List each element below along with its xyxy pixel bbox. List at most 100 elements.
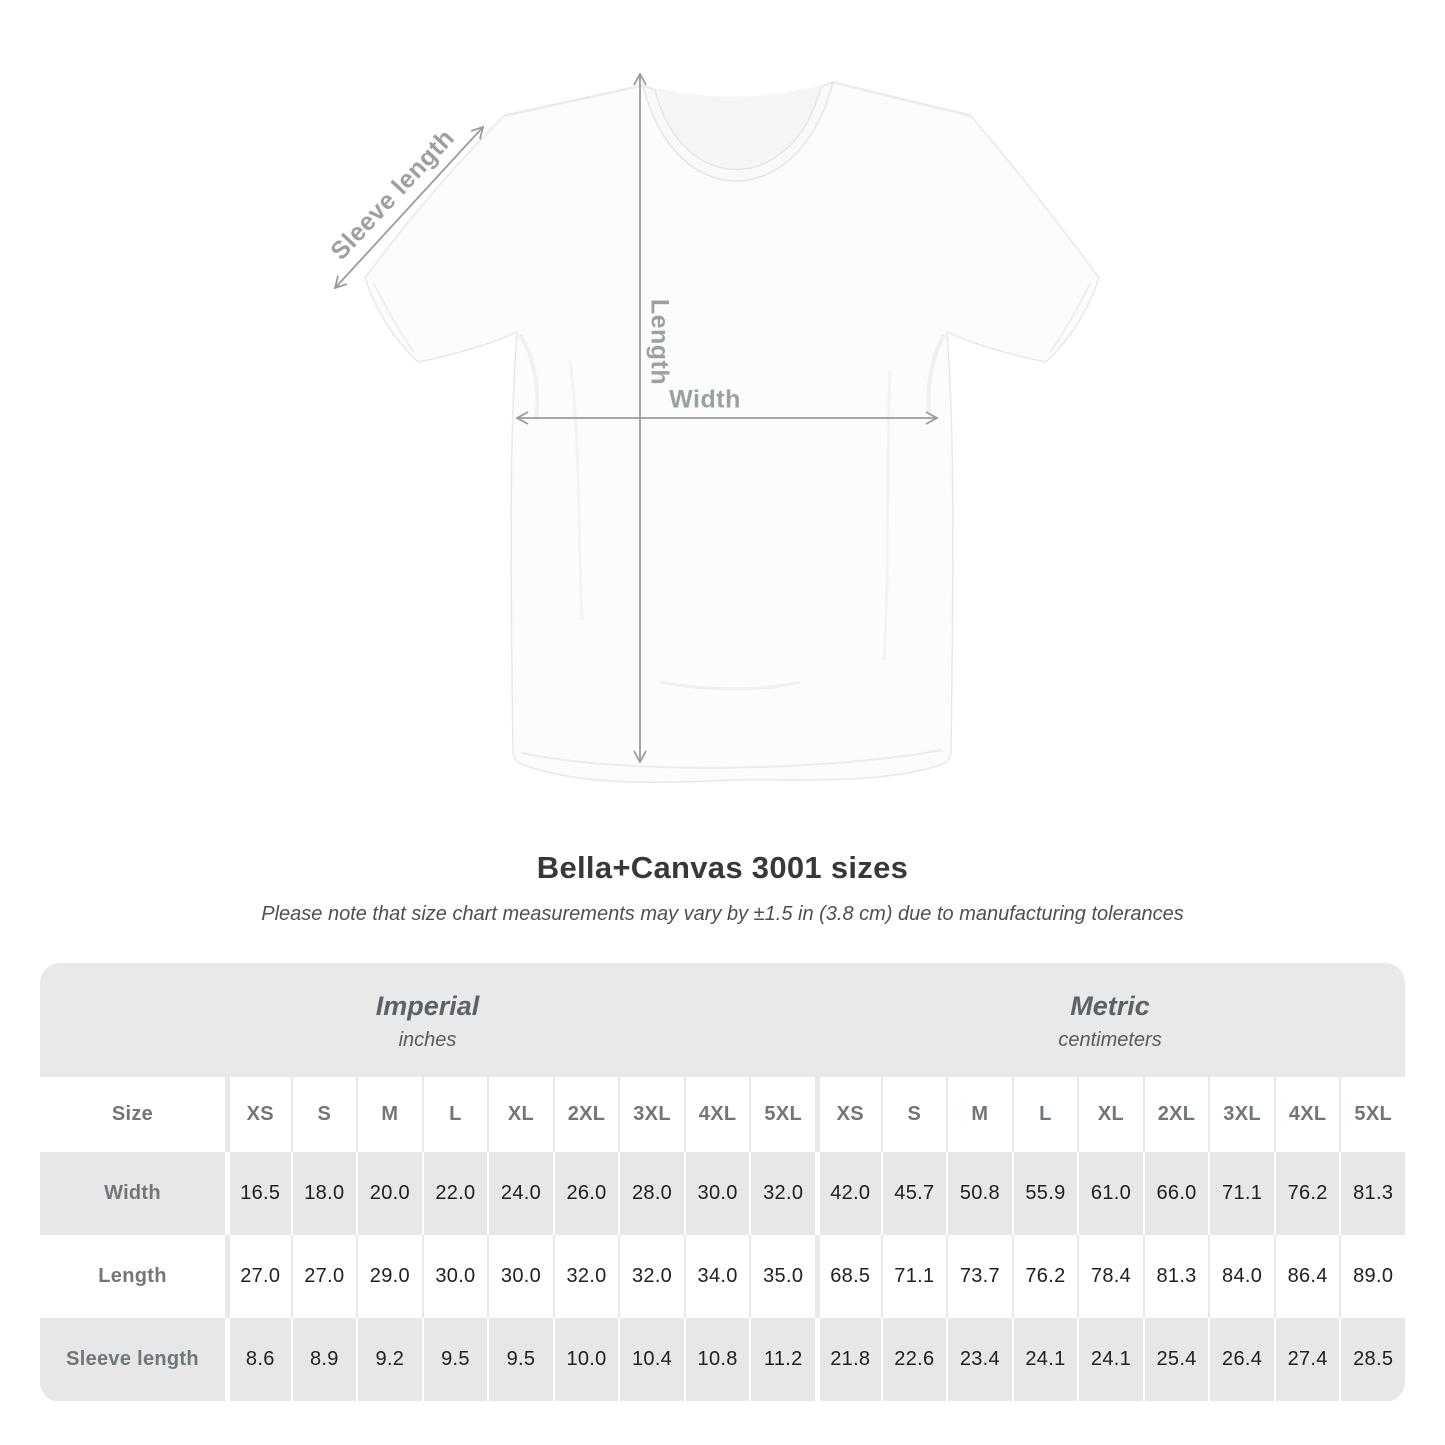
value-cell: 8.6 (225, 1318, 291, 1401)
value-cell: 16.5 (225, 1152, 291, 1235)
size-header-cell: XL (1077, 1077, 1143, 1152)
width-label: Width (669, 385, 741, 414)
row-label: Sleeve length (40, 1318, 225, 1401)
value-cell: 9.5 (487, 1318, 553, 1401)
sleeve-length-arrow (333, 125, 485, 290)
tshirt-body (364, 81, 1100, 783)
tshirt-illustration (333, 72, 1100, 783)
value-cell: 61.0 (1077, 1152, 1143, 1235)
size-header-cell: XL (487, 1077, 553, 1152)
imperial-sublabel: inches (398, 1028, 457, 1051)
sleeve-length-row: Sleeve length 8.6 8.9 9.2 9.5 9.5 10.0 1… (40, 1318, 1405, 1401)
value-cell: 23.4 (946, 1318, 1012, 1401)
value-cell: 26.0 (552, 1152, 619, 1235)
value-cell: 71.1 (880, 1235, 947, 1318)
size-header-cell: L (421, 1077, 488, 1152)
size-header-cell: L (1011, 1077, 1078, 1152)
size-header-cell: 3XL (618, 1077, 684, 1152)
value-cell: 73.7 (946, 1235, 1012, 1318)
size-header-cell: M (946, 1077, 1012, 1152)
size-header-cell: 4XL (683, 1077, 750, 1152)
value-cell: 30.0 (487, 1235, 553, 1318)
value-cell: 22.0 (421, 1152, 488, 1235)
size-header-cell: M (356, 1077, 422, 1152)
value-cell: 76.2 (1011, 1235, 1078, 1318)
value-cell: 78.4 (1077, 1235, 1143, 1318)
value-cell: 76.2 (1273, 1152, 1340, 1235)
value-cell: 25.4 (1142, 1318, 1209, 1401)
value-cell: 9.5 (421, 1318, 488, 1401)
imperial-label: Imperial (375, 991, 480, 1022)
value-cell: 89.0 (1339, 1235, 1405, 1318)
value-cell: 32.0 (552, 1235, 619, 1318)
tshirt-collar (642, 81, 834, 182)
value-cell: 42.0 (815, 1152, 881, 1235)
value-cell: 27.0 (290, 1235, 357, 1318)
value-cell: 32.0 (618, 1235, 684, 1318)
value-cell: 27.0 (225, 1235, 291, 1318)
size-col-header: Size (40, 1077, 225, 1152)
tolerance-note: Please note that size chart measurements… (261, 903, 1184, 925)
value-cell: 21.8 (815, 1318, 881, 1401)
value-cell: 10.8 (683, 1318, 750, 1401)
row-label: Length (40, 1235, 225, 1318)
value-cell: 27.4 (1273, 1318, 1340, 1401)
metric-label: Metric (1070, 991, 1150, 1022)
size-header-cell: 2XL (1142, 1077, 1209, 1152)
size-header-cell: 3XL (1208, 1077, 1274, 1152)
value-cell: 45.7 (880, 1152, 947, 1235)
size-header-cell: S (290, 1077, 357, 1152)
value-cell: 68.5 (815, 1235, 881, 1318)
page-title: Bella+Canvas 3001 sizes (536, 850, 909, 885)
size-header-cell: S (880, 1077, 947, 1152)
value-cell: 22.6 (880, 1318, 947, 1401)
width-row: Width 16.5 18.0 20.0 22.0 24.0 26.0 28.0… (40, 1152, 1405, 1235)
length-label: Length (645, 298, 674, 386)
value-cell: 28.5 (1339, 1318, 1405, 1401)
value-cell: 50.8 (946, 1152, 1012, 1235)
value-cell: 35.0 (749, 1235, 816, 1318)
metric-header: Metric centimeters (815, 963, 1405, 1077)
value-cell: 29.0 (356, 1235, 422, 1318)
value-cell: 24.1 (1011, 1318, 1078, 1401)
value-cell: 10.4 (618, 1318, 684, 1401)
value-cell: 86.4 (1273, 1235, 1340, 1318)
metric-sublabel: centimeters (1058, 1028, 1162, 1051)
value-cell: 30.0 (683, 1152, 750, 1235)
value-cell: 26.4 (1208, 1318, 1274, 1401)
size-table: Imperial inches Metric centimeters Size … (40, 963, 1405, 1401)
value-cell: 66.0 (1142, 1152, 1209, 1235)
size-header-cell: XS (225, 1077, 291, 1152)
value-cell: 81.3 (1339, 1152, 1405, 1235)
value-cell: 18.0 (290, 1152, 357, 1235)
value-cell: 81.3 (1142, 1235, 1209, 1318)
value-cell: 84.0 (1208, 1235, 1274, 1318)
size-header-cell: 5XL (1339, 1077, 1405, 1152)
value-cell: 34.0 (683, 1235, 750, 1318)
size-header-cell: 5XL (749, 1077, 816, 1152)
value-cell: 30.0 (421, 1235, 488, 1318)
size-diagram: Sleeve length Length Width (325, 60, 1120, 805)
size-header-row: Size XS S M L XL 2XL 3XL 4XL 5XL XS S M … (40, 1077, 1405, 1152)
value-cell: 55.9 (1011, 1152, 1078, 1235)
unit-header-row: Imperial inches Metric centimeters (40, 963, 1405, 1077)
size-header-cell: 2XL (552, 1077, 619, 1152)
size-header-cell: XS (815, 1077, 881, 1152)
size-header-cell: 4XL (1273, 1077, 1340, 1152)
tshirt-seams (373, 82, 1091, 769)
value-cell: 24.0 (487, 1152, 553, 1235)
measurement-arrows (333, 72, 939, 764)
length-row: Length 27.0 27.0 29.0 30.0 30.0 32.0 32.… (40, 1235, 1405, 1318)
value-cell: 11.2 (749, 1318, 816, 1401)
value-cell: 28.0 (618, 1152, 684, 1235)
value-cell: 9.2 (356, 1318, 422, 1401)
value-cell: 10.0 (552, 1318, 619, 1401)
imperial-header: Imperial inches (40, 963, 816, 1077)
value-cell: 20.0 (356, 1152, 422, 1235)
size-chart-table: Imperial inches Metric centimeters Size … (40, 963, 1405, 1402)
value-cell: 71.1 (1208, 1152, 1274, 1235)
value-cell: 24.1 (1077, 1318, 1143, 1401)
value-cell: 32.0 (749, 1152, 816, 1235)
value-cell: 8.9 (290, 1318, 357, 1401)
